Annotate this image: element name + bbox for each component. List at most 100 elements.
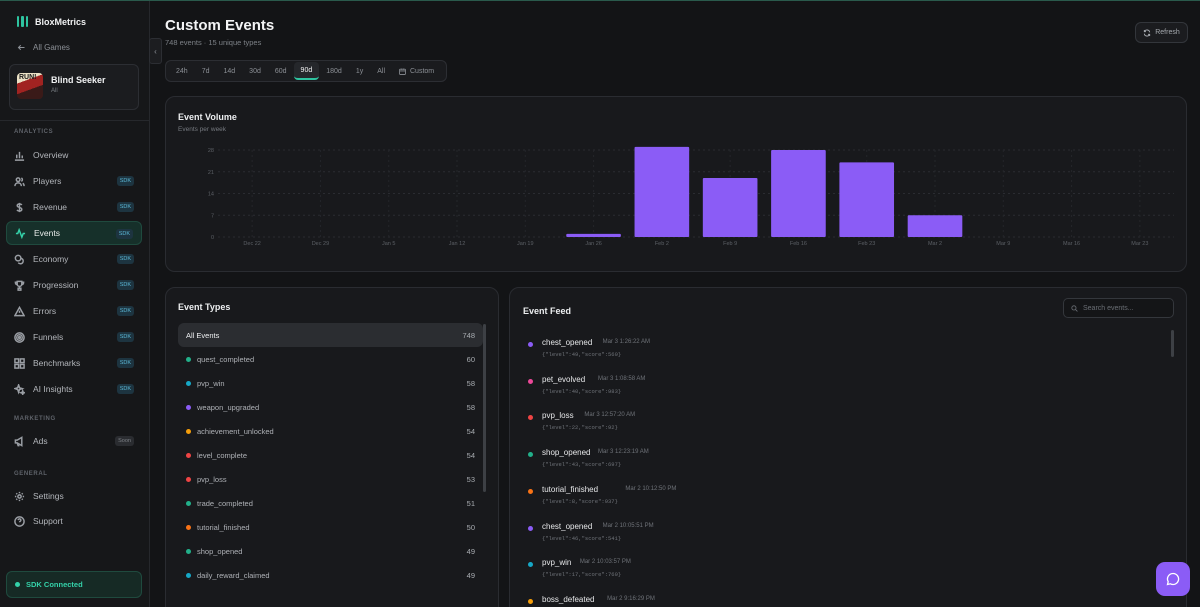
event-feed-scrollbar[interactable] (1171, 330, 1174, 357)
chart-title: Event Volume (178, 112, 237, 122)
event-type-row[interactable]: level_complete 54 (178, 443, 483, 467)
range-7d[interactable]: 7d (201, 67, 210, 75)
sidebar-item-benchmarks[interactable]: Benchmarks SDK (6, 351, 142, 375)
feed-event-payload: {"level":49,"score":560} (542, 351, 622, 358)
event-color-dot (528, 488, 533, 494)
event-type-row[interactable]: achievement_unlocked 54 (178, 419, 483, 443)
event-volume-chart: 0 7 14 21 28 Dec 22 Dec 29 Jan 5 Jan 12 Jan 19 Jan… (208, 146, 1174, 247)
bar[interactable] (702, 177, 758, 237)
x-tick-label: Mar 9 (996, 241, 1010, 247)
event-type-count: 748 (462, 330, 475, 340)
feed-event-time: Mar 3 12:57:20 AM (584, 412, 636, 419)
chart-subtitle: Events per week (178, 126, 227, 133)
event-color-dot (186, 572, 191, 578)
sidebar-item-label: Ads (33, 436, 48, 446)
range-30d[interactable]: 30d (249, 67, 261, 75)
collapse-sidebar-button[interactable]: ‹ (149, 38, 162, 64)
event-type-row[interactable]: trade_completed 51 (178, 491, 483, 515)
feed-event-payload: {"level":8,"score":937} (542, 497, 618, 505)
event-feed-card: Event Feed Search events... chest_opened… (509, 287, 1187, 607)
sidebar-item-revenue[interactable]: Revenue SDK (6, 195, 142, 219)
range-90d[interactable]: 90d (293, 62, 320, 80)
sdk-badge: SDK (116, 176, 134, 186)
y-tick-label: 7 (211, 213, 214, 219)
feed-event-name: chest_opened (542, 521, 593, 531)
bar[interactable] (907, 215, 963, 237)
chevron-left-icon: ‹ (154, 46, 157, 56)
sidebar-item-settings[interactable]: Settings (6, 484, 142, 508)
event-color-dot (528, 598, 533, 604)
range-custom[interactable]: Custom (392, 62, 441, 80)
sidebar: BloxMetrics All Games RUN! Blind Seeker … (0, 1, 150, 607)
sidebar-item-players[interactable]: Players SDK (6, 169, 142, 193)
sidebar-item-label: Benchmarks (33, 358, 81, 368)
sidebar-item-events[interactable]: Events SDK (6, 221, 142, 245)
x-tick-label: Feb 23 (858, 241, 875, 247)
feed-event-name: chest_opened (542, 338, 593, 347)
sidebar-item-label: Support (33, 516, 63, 526)
event-type-all[interactable]: All Events 748 (178, 323, 483, 347)
game-selector[interactable]: RUN! Blind Seeker All (9, 64, 139, 110)
event-type-name: pvp_win (197, 378, 225, 388)
sidebar-item-ai-insights[interactable]: AI Insights SDK (6, 377, 142, 401)
brand[interactable]: BloxMetrics (17, 16, 86, 27)
range-60d[interactable]: 60d (274, 67, 287, 75)
event-color-dot (528, 562, 533, 568)
sidebar-item-overview[interactable]: Overview (6, 143, 142, 167)
sidebar-item-support[interactable]: Support (6, 509, 142, 533)
sidebar-item-funnels[interactable]: Funnels SDK (6, 325, 142, 349)
search-icon (1071, 304, 1078, 312)
arrow-left-icon (17, 44, 25, 51)
feed-event-payload: {"level":46,"score":541} (542, 534, 622, 542)
sidebar-item-progression[interactable]: Progression SDK (6, 273, 142, 297)
section-analytics: ANALYTICS (14, 129, 54, 135)
feed-event-payload: {"level":40,"score":983} (542, 387, 622, 395)
search-events-input[interactable]: Search events... (1063, 298, 1174, 318)
range-all[interactable]: All (377, 67, 385, 75)
sdk-badge: SDK (116, 332, 134, 342)
game-thumb-text: RUN! (19, 74, 37, 81)
event-color-dot (528, 452, 533, 458)
event-type-row[interactable]: tutorial_finished 50 (178, 515, 483, 539)
range-180d[interactable]: 180d (326, 67, 342, 75)
all-games-link[interactable]: All Games (17, 43, 70, 52)
page-title: Custom Events (165, 17, 275, 34)
event-type-count: 50 (466, 522, 475, 532)
event-color-dot (528, 378, 533, 384)
bar[interactable] (839, 162, 895, 237)
event-color-dot (186, 428, 191, 434)
bar[interactable] (566, 233, 621, 237)
event-type-count: 58 (466, 402, 475, 412)
event-type-count: 58 (466, 378, 475, 388)
divider (0, 120, 149, 121)
sidebar-item-economy[interactable]: Economy SDK (6, 247, 142, 271)
event-type-count: 49 (466, 546, 475, 556)
sdk-badge: SDK (116, 254, 134, 264)
event-types-card: Event Types All Events 748 quest_completed… (165, 287, 499, 607)
event-type-row[interactable]: pvp_win 58 (178, 371, 483, 395)
sidebar-item-label: Players (33, 176, 62, 186)
event-type-row[interactable]: weapon_upgraded 58 (178, 395, 483, 419)
chat-button[interactable] (1156, 562, 1190, 596)
activity-icon (15, 227, 26, 239)
range-24h[interactable]: 24h (176, 67, 188, 75)
calendar-icon (399, 68, 406, 75)
refresh-button[interactable]: Refresh (1135, 22, 1188, 43)
event-type-row[interactable]: daily_reward_claimed 49 (178, 563, 483, 587)
bar[interactable] (634, 146, 690, 237)
feed-event-name: tutorial_finished (542, 484, 599, 494)
bar[interactable] (771, 150, 826, 237)
dollar-icon (16, 202, 23, 212)
x-tick-label: Feb 16 (790, 241, 807, 247)
event-type-row[interactable]: quest_completed 60 (178, 347, 483, 371)
sidebar-item-ads[interactable]: Ads Soon (6, 429, 142, 453)
event-type-row[interactable]: pvp_loss 53 (178, 467, 483, 491)
sidebar-item-errors[interactable]: Errors SDK (6, 299, 142, 323)
event-types-scrollbar[interactable] (483, 324, 486, 492)
range-1y[interactable]: 1y (355, 67, 364, 75)
range-14d[interactable]: 14d (223, 67, 236, 75)
event-type-row[interactable]: shop_opened 49 (178, 539, 483, 563)
y-tick-label: 0 (211, 235, 214, 241)
feed-event-time: Mar 2 10:03:57 PM (579, 559, 631, 566)
